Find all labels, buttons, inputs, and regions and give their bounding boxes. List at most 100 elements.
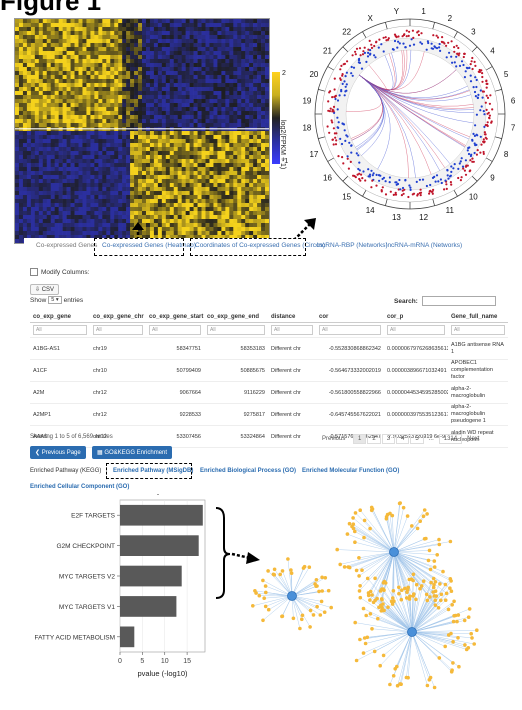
table-cell: Different chr [268, 337, 316, 360]
csv-button[interactable]: ⇩ CSV [30, 284, 60, 295]
chromosome-label: 12 [419, 213, 428, 222]
table-cell: 53307456 [146, 425, 204, 448]
network-nodes [251, 501, 479, 690]
chromosome-label: 14 [366, 206, 375, 215]
next-link[interactable]: Next [467, 436, 480, 442]
tab-lncrna-mrna[interactable]: lncRNA-mRNA (Networks) [386, 242, 463, 249]
column-filter-input[interactable]: All [319, 325, 381, 335]
bar [120, 535, 199, 556]
table-cell: A2MP1 [30, 403, 90, 426]
table-cell: -0.645745567622021 [316, 403, 384, 426]
page-link[interactable]: ... [428, 436, 434, 442]
arrow-to-circos [293, 218, 316, 241]
table-cell: 58347751 [146, 337, 204, 360]
tab-circos[interactable]: Coordinates of Co-expressed Genes (Circo… [195, 242, 326, 249]
table-cell: 7.9032523720919 6e-9 [384, 425, 448, 448]
lncrna-network [251, 501, 479, 690]
page-link[interactable]: 2 [367, 434, 381, 444]
x-axis-label: pvalue (-log10) [137, 669, 188, 678]
table-row[interactable]: A2MP1 chr12 9228533 9275817 Different chr -0.… [30, 403, 508, 426]
page-link[interactable]: 1 [353, 434, 367, 444]
msigdb-bar-chart: 0 5 10 15 E2F TARGETS G2M CHECKPOINT MYC TARGE… [34, 499, 206, 678]
page-size-select[interactable]: 5 ▾ [48, 296, 62, 304]
filter-cell: All [316, 322, 384, 338]
x-tick-label: 0 [118, 658, 122, 665]
page-link[interactable]: 5 [410, 434, 424, 444]
filter-cell: All [204, 322, 268, 338]
expression-heatmap [14, 18, 270, 244]
column-header[interactable]: co_exp_gene_chr [90, 312, 146, 323]
modify-columns-checkbox[interactable] [30, 268, 38, 276]
table-cell: 50885675 [204, 359, 268, 382]
table-cell: -0.564673332002019 [316, 359, 384, 382]
colorbar-max: 2 [282, 70, 286, 77]
table-cell: A1BG antisense RNA 1 [448, 337, 508, 360]
column-filter-input[interactable]: All [271, 325, 313, 335]
search-input[interactable] [421, 296, 496, 306]
table-cell: chr12 [90, 403, 146, 426]
table-row[interactable]: A1CF chr10 50799409 50885675 Different chr -0… [30, 359, 508, 382]
chromosome-label: 19 [302, 96, 311, 105]
previous-page-button[interactable]: ❮ Previous Page [30, 446, 86, 459]
column-filter-input[interactable]: All [93, 325, 143, 335]
table-cell: Different chr [268, 403, 316, 426]
column-filter-input[interactable]: All [451, 325, 505, 335]
tab-coexpressed-genes[interactable]: Co-expressed Genes [36, 242, 98, 249]
x-tick-label: 10 [161, 658, 169, 665]
table-cell: 0.000003896671032491 [384, 359, 448, 382]
previous-link[interactable]: Previous [322, 436, 346, 442]
tab-go-cc[interactable]: Enriched Cellular Component (GO) [30, 484, 130, 490]
category-label: MYC TARGETS V2 [59, 574, 115, 581]
colorbar-label: log2(FPKM + 1) [279, 120, 286, 170]
page-link[interactable]: 1314 [438, 434, 463, 444]
tab-kegg[interactable]: Enriched Pathway (KEGG) [30, 468, 102, 474]
column-filter-input[interactable]: All [33, 325, 87, 335]
tab-msigdb[interactable]: Enriched Pathway (MSigDB) [113, 468, 194, 474]
pagination: Previous 1 2 3 4 5... 1314 Next [322, 434, 479, 444]
previous-page-label: Previous Page [41, 450, 81, 456]
tab-lncrna-rbp[interactable]: lncRNA-RBP (Networks) [317, 242, 388, 249]
chromosome-label: 4 [490, 47, 495, 56]
highlight-msigdb-tab [106, 463, 192, 479]
filter-cell: All [90, 322, 146, 338]
page-link[interactable]: 4 [396, 434, 410, 444]
column-header[interactable]: cor_p [384, 312, 448, 323]
highlight-circos-tab [190, 238, 306, 256]
column-filter-input[interactable]: All [149, 325, 201, 335]
chromosome-label: 18 [302, 124, 311, 133]
chromosome-label: 6 [511, 96, 516, 105]
table-cell: A2M [30, 381, 90, 404]
tab-heatmap[interactable]: Co-expressed Genes (Heatmap) [102, 242, 196, 249]
table-cell: chr19 [90, 337, 146, 360]
table-cell: 0.000000397553512361779 [384, 403, 448, 426]
tab-go-bp[interactable]: Enriched Biological Process (GO) [200, 468, 297, 474]
table-cell: 58353183 [204, 337, 268, 360]
column-header[interactable]: cor [316, 312, 384, 323]
chromosome-label: 11 [446, 206, 455, 215]
table-cell: A1BG-AS1 [30, 337, 90, 360]
show-label: Show [30, 296, 47, 304]
table-cell: aladin WD repeat nucleoporin [448, 425, 508, 448]
table-row[interactable]: A2M chr12 9067664 9116229 Different chr -0.56… [30, 381, 508, 404]
table-cell: -0.552830868862342 [316, 337, 384, 360]
column-header[interactable]: distance [268, 312, 316, 323]
column-header[interactable]: co_exp_gene_end [204, 312, 268, 323]
table-cell: 53324864 [204, 425, 268, 448]
chromosome-label: Y [394, 7, 400, 16]
x-tick-label: 15 [183, 658, 191, 665]
column-header[interactable]: Gene_full_name [448, 312, 508, 323]
column-filter-input[interactable]: All [207, 325, 265, 335]
tab-go-mf[interactable]: Enriched Molecular Function (GO) [302, 468, 400, 474]
table-row[interactable]: A1BG-AS1 chr19 58347751 58353183 Different c… [30, 337, 508, 360]
page-link[interactable]: 3 [381, 434, 396, 444]
enrichment-button[interactable]: ▦ GO&KEGG Enrichment [92, 446, 173, 459]
hub-node [407, 627, 417, 637]
table-cell: Different chr [268, 381, 316, 404]
column-filter-input[interactable]: All [387, 325, 445, 335]
category-label: G2M CHECKPOINT [56, 543, 115, 550]
column-header[interactable]: co_exp_gene [30, 312, 90, 323]
column-header[interactable]: co_exp_gene_start [146, 312, 204, 323]
chromosome-label: 7 [511, 124, 516, 133]
